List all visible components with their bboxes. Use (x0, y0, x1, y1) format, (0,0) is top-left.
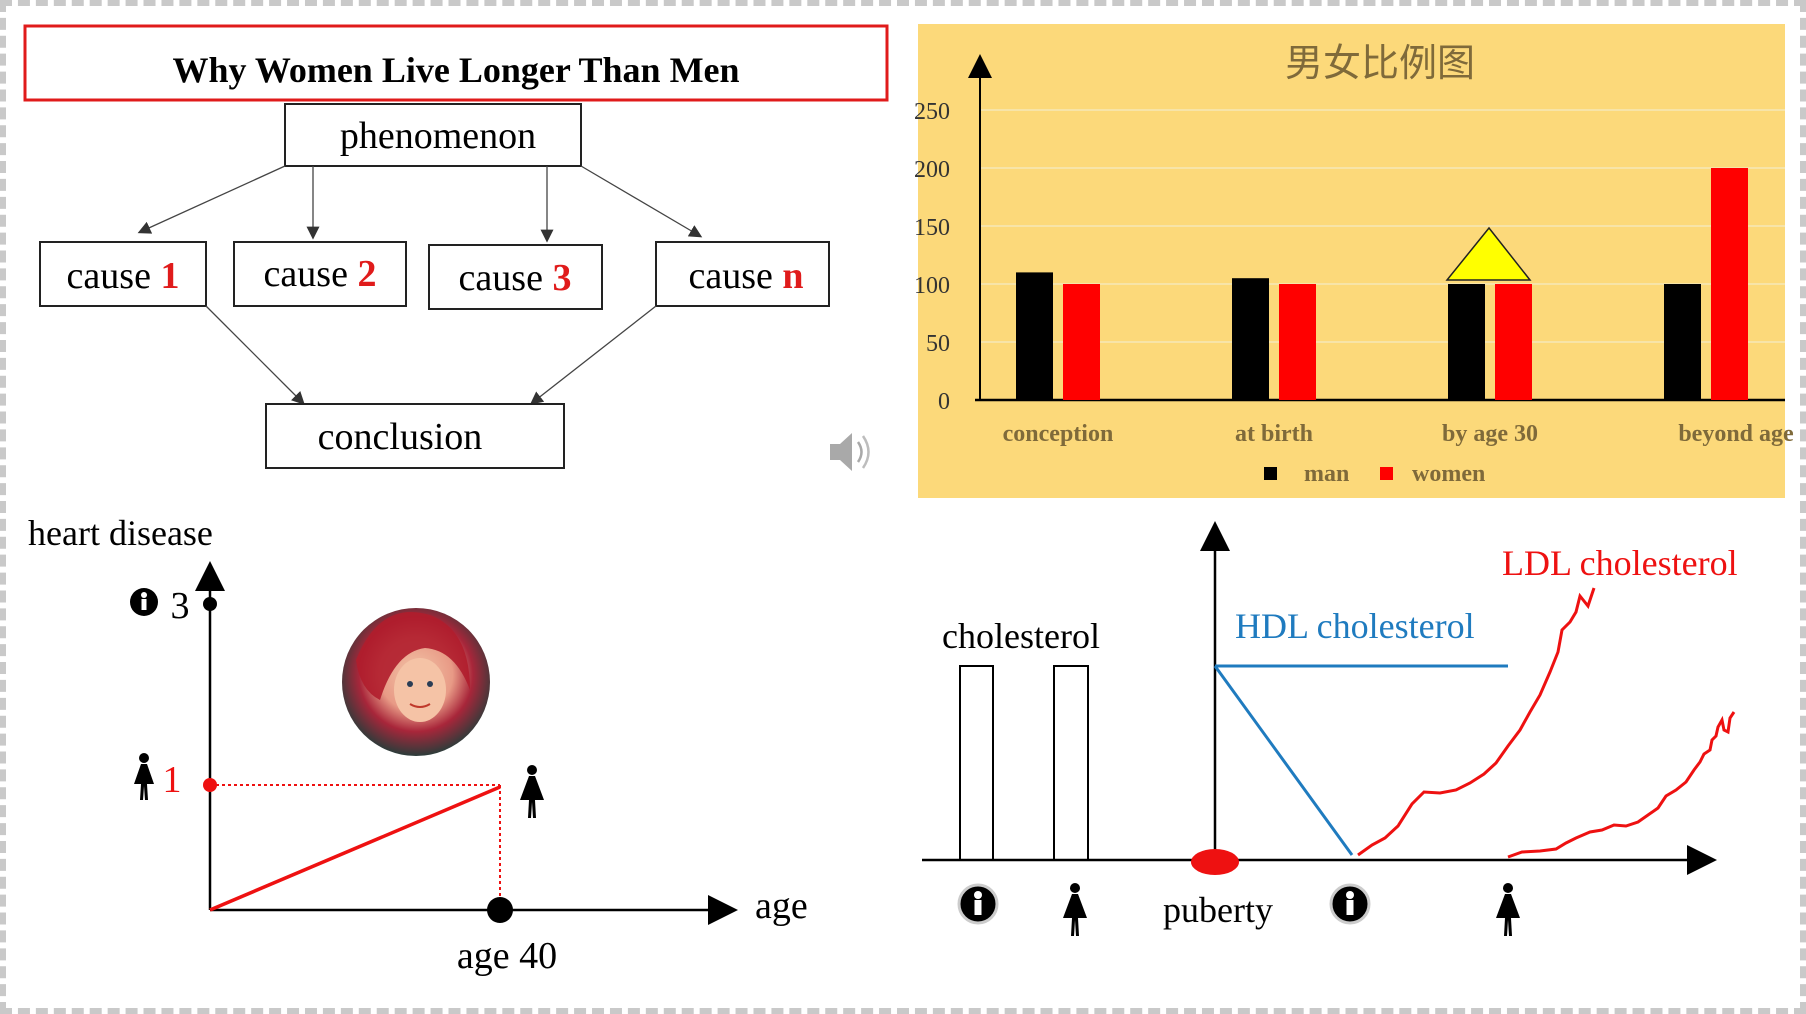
chart-ytick-label: 0 (938, 389, 950, 415)
age40-label: age 40 (457, 935, 557, 977)
hdl-male-line (1213, 665, 1354, 856)
chart-xtick-label: at birth (1235, 421, 1313, 447)
hdl-label: HDL cholesterol (1235, 606, 1475, 646)
bar-women-2 (1495, 284, 1532, 400)
male-icon-below-axis-2 (1329, 883, 1371, 925)
bar-chart: 男女比例图 250 200 150 100 50 0 conception at birth… (914, 24, 1794, 498)
bar-women-1 (1279, 284, 1316, 400)
ldl-label: LDL cholesterol (1502, 543, 1738, 583)
chart-ytick-label: 200 (914, 157, 950, 183)
bar-man-2 (1448, 284, 1485, 400)
flow-title: Why Women Live Longer Than Men (172, 50, 739, 90)
female-icon-below-axis-2 (1496, 883, 1520, 936)
cartoon-portrait (342, 608, 490, 756)
legend-swatch-man (1264, 467, 1277, 480)
y-high-label: 3 (171, 585, 190, 627)
legend-swatch-women (1380, 467, 1393, 480)
male-icon (130, 588, 158, 616)
ldl-female-curve (1507, 711, 1736, 859)
cause-2-label: cause 2 (264, 253, 377, 295)
bar-man-0 (1016, 272, 1053, 400)
phenomenon-label: phenomenon (340, 115, 536, 157)
chart-ytick-label: 50 (926, 331, 950, 357)
chart-ytick-label: 250 (914, 99, 950, 125)
cause-1-label: cause 1 (67, 255, 180, 297)
female-icon-below-axis-1 (1063, 883, 1087, 936)
y-low-label: 1 (163, 759, 182, 801)
highlight-triangle (1445, 226, 1532, 281)
age40-point (487, 897, 513, 923)
cholesterol-graph: cholesterol puberty HDL cholesterol LDL … (922, 521, 1738, 936)
bar-man-1 (1232, 278, 1269, 400)
legend-label-man: man (1304, 461, 1349, 487)
bar-women-0 (1063, 284, 1100, 400)
cause-n-label: cause n (688, 255, 803, 297)
female-figure-icon (134, 753, 154, 800)
title-box (23, 24, 889, 102)
male-icon-below-axis-1 (957, 883, 999, 925)
arrow-to-cause-n (580, 165, 703, 238)
female-figure-icon-2 (520, 765, 544, 818)
bar-women-3 (1711, 168, 1748, 400)
heart-xlabel: age (755, 885, 808, 927)
cholesterol-bars-label: cholesterol (942, 616, 1100, 656)
heart-disease-graph: heart disease 3 1 age 40 age (28, 513, 808, 977)
cause-3-box (428, 244, 603, 310)
arrow-cause-n-to-conclusion (529, 305, 657, 405)
chart-background (918, 24, 1785, 498)
bar-man-3 (1664, 284, 1701, 400)
chart-ytick-label: 100 (914, 273, 950, 299)
conclusion-box (265, 403, 565, 469)
phenomenon-box (284, 103, 582, 167)
arrow-cause-1-to-conclusion (205, 305, 305, 405)
cause-1-box (39, 241, 207, 307)
chart-legend: man women (1264, 461, 1485, 487)
puberty-label: puberty (1163, 890, 1273, 930)
cause-3-label: cause 3 (459, 257, 572, 299)
y3-point (203, 597, 217, 611)
chart-xtick-label: conception (1003, 421, 1114, 447)
arrow-to-cause-1 (137, 165, 286, 234)
female-cholesterol-bar (1053, 665, 1089, 861)
puberty-marker (1191, 849, 1239, 875)
chart-ytick-label: 150 (914, 215, 950, 241)
cause-n-box (655, 241, 830, 307)
chart-title: 男女比例图 (1285, 43, 1475, 85)
conclusion-label: conclusion (318, 416, 483, 458)
chart-xtick-label: by age 30 (1442, 421, 1538, 447)
ldl-male-curve (1357, 587, 1596, 857)
legend-label-women: women (1412, 461, 1485, 487)
heart-risk-line (209, 785, 501, 912)
male-cholesterol-bar (959, 665, 994, 861)
chart-xtick-label: beyond age (1678, 421, 1794, 447)
heart-ylabel: heart disease (28, 513, 213, 553)
cause-2-box (233, 241, 407, 307)
flow-diagram: Why Women Live Longer Than Men phenomeno… (23, 24, 889, 469)
speaker-icon[interactable] (830, 433, 870, 471)
